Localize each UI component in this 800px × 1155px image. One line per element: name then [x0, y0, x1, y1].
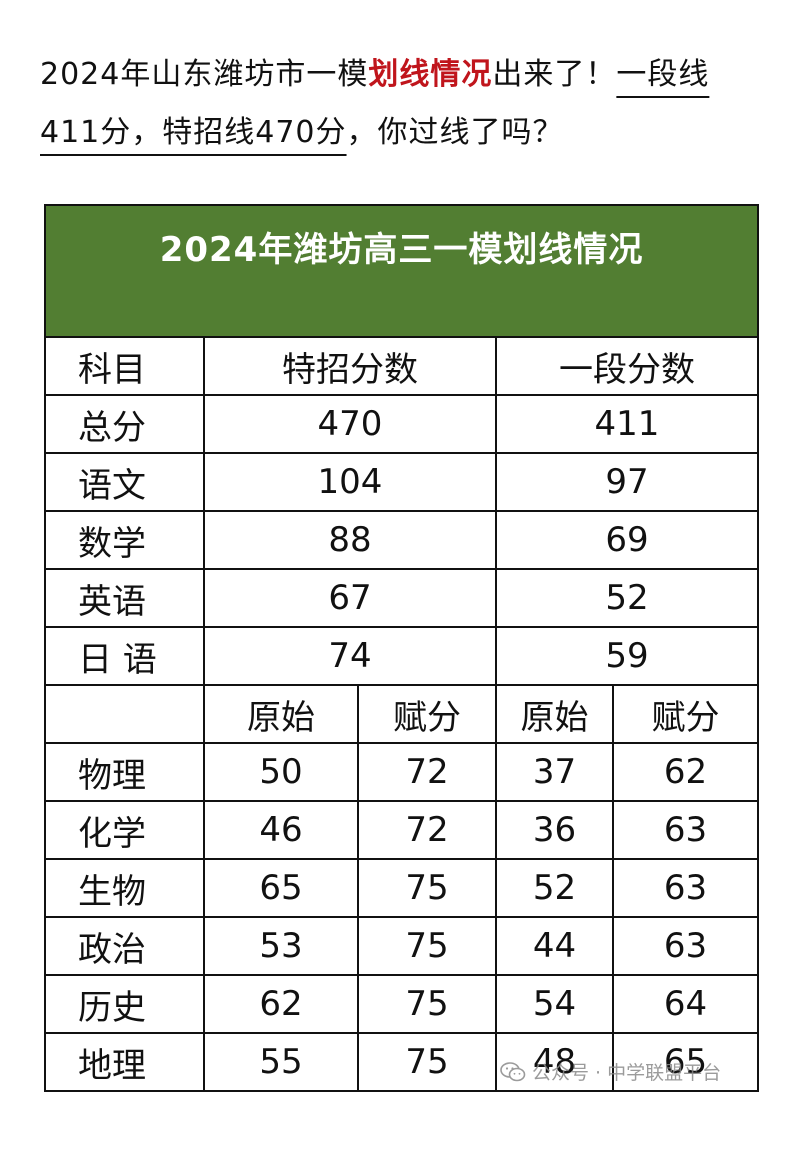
- header-subject: 科目: [44, 336, 205, 396]
- intro-text: 2024年山东潍坊市一模划线情况出来了！一段线411分，特招线470分，你过线了…: [40, 46, 768, 162]
- score-line-table: 2024年潍坊高三一模划线情况 科目 特招分数 一段分数 总分 470 411 …: [43, 204, 760, 1092]
- row-special-assigned: 72: [357, 742, 497, 802]
- row-subject: 日 语: [44, 626, 205, 686]
- row-subject: 生物: [44, 858, 205, 918]
- row-special-score: 88: [203, 510, 497, 570]
- row-tier1-assigned: 63: [611, 800, 760, 860]
- row-special-assigned: 75: [357, 916, 497, 976]
- table-header-row: 科目 特招分数 一段分数: [44, 336, 760, 396]
- row-tier1-score: 411: [494, 394, 760, 454]
- row-subject: 总分: [44, 394, 205, 454]
- watermark: 公众号 · 中学联盟平台: [500, 1058, 721, 1085]
- row-tier1-assigned: 62: [611, 742, 760, 802]
- row-special-score: 67: [203, 568, 497, 628]
- row-tier1-raw: 52: [495, 858, 614, 918]
- row-tier1-assigned: 63: [611, 858, 760, 918]
- row-subject: 化学: [44, 800, 205, 860]
- row-special-raw: 55: [203, 1032, 359, 1092]
- intro-highlight: 划线情况: [368, 57, 493, 92]
- row-special-score: 470: [203, 394, 497, 454]
- row-special-score: 104: [203, 452, 497, 512]
- row-tier1-score: 52: [494, 568, 760, 628]
- row-special-assigned: 75: [357, 974, 497, 1034]
- table-row: 政治 53 75 44 63: [44, 916, 760, 976]
- table-row: 物理 50 72 37 62: [44, 742, 760, 802]
- row-tier1-score: 97: [494, 452, 760, 512]
- row-special-raw: 46: [203, 800, 359, 860]
- wechat-icon: [500, 1062, 526, 1082]
- table-row: 总分 470 411: [44, 394, 760, 454]
- table-title: 2024年潍坊高三一模划线情况: [43, 204, 760, 338]
- row-tier1-assigned: 65: [611, 1032, 760, 1092]
- row-subject: 数学: [44, 510, 205, 570]
- table-subheader-row: 原始 赋分 原始 赋分: [44, 684, 760, 744]
- intro-part3: ，你过线了吗？: [346, 115, 564, 150]
- row-special-raw: 62: [203, 974, 359, 1034]
- row-tier1-raw: 36: [495, 800, 614, 860]
- intro-underlined: 一段线411分，特招线470分: [40, 57, 710, 150]
- table-row: 历史 62 75 54 64: [44, 974, 760, 1034]
- row-tier1-raw: 48: [495, 1032, 614, 1092]
- row-special-raw: 50: [203, 742, 359, 802]
- header-tier1: 一段分数: [494, 336, 760, 396]
- row-tier1-raw: 37: [495, 742, 614, 802]
- watermark-text: 公众号 · 中学联盟平台: [532, 1062, 722, 1084]
- table-row: 语文 104 97: [44, 452, 760, 512]
- row-tier1-assigned: 63: [611, 916, 760, 976]
- table-row: 数学 88 69: [44, 510, 760, 570]
- row-subject: 语文: [44, 452, 205, 512]
- subheader-tier1-raw: 原始: [495, 684, 614, 744]
- table-row: 英语 67 52: [44, 568, 760, 628]
- row-special-score: 74: [203, 626, 497, 686]
- row-tier1-assigned: 64: [611, 974, 760, 1034]
- row-subject: 历史: [44, 974, 205, 1034]
- table-row: 生物 65 75 52 63: [44, 858, 760, 918]
- row-subject: 物理: [44, 742, 205, 802]
- table-title-row: 2024年潍坊高三一模划线情况: [43, 204, 760, 338]
- subheader-blank: [44, 684, 205, 744]
- intro-part1: 2024年山东潍坊市一模: [40, 57, 369, 92]
- row-special-assigned: 72: [357, 800, 497, 860]
- row-tier1-raw: 54: [495, 974, 614, 1034]
- intro-part2: 出来了！: [492, 57, 617, 92]
- table-row: 日 语 74 59: [44, 626, 760, 686]
- table-row: 地理 55 75 48 65: [44, 1032, 760, 1092]
- row-tier1-score: 69: [494, 510, 760, 570]
- row-tier1-score: 59: [494, 626, 760, 686]
- row-special-assigned: 75: [357, 1032, 497, 1092]
- row-special-assigned: 75: [357, 858, 497, 918]
- row-subject: 政治: [44, 916, 205, 976]
- row-subject: 地理: [44, 1032, 205, 1092]
- subheader-tier1-assigned: 赋分: [611, 684, 760, 744]
- table-row: 化学 46 72 36 63: [44, 800, 760, 860]
- header-special: 特招分数: [203, 336, 497, 396]
- row-special-raw: 53: [203, 916, 359, 976]
- row-special-raw: 65: [203, 858, 359, 918]
- row-subject: 英语: [44, 568, 205, 628]
- subheader-special-assigned: 赋分: [357, 684, 497, 744]
- subheader-special-raw: 原始: [203, 684, 359, 744]
- row-tier1-raw: 44: [495, 916, 614, 976]
